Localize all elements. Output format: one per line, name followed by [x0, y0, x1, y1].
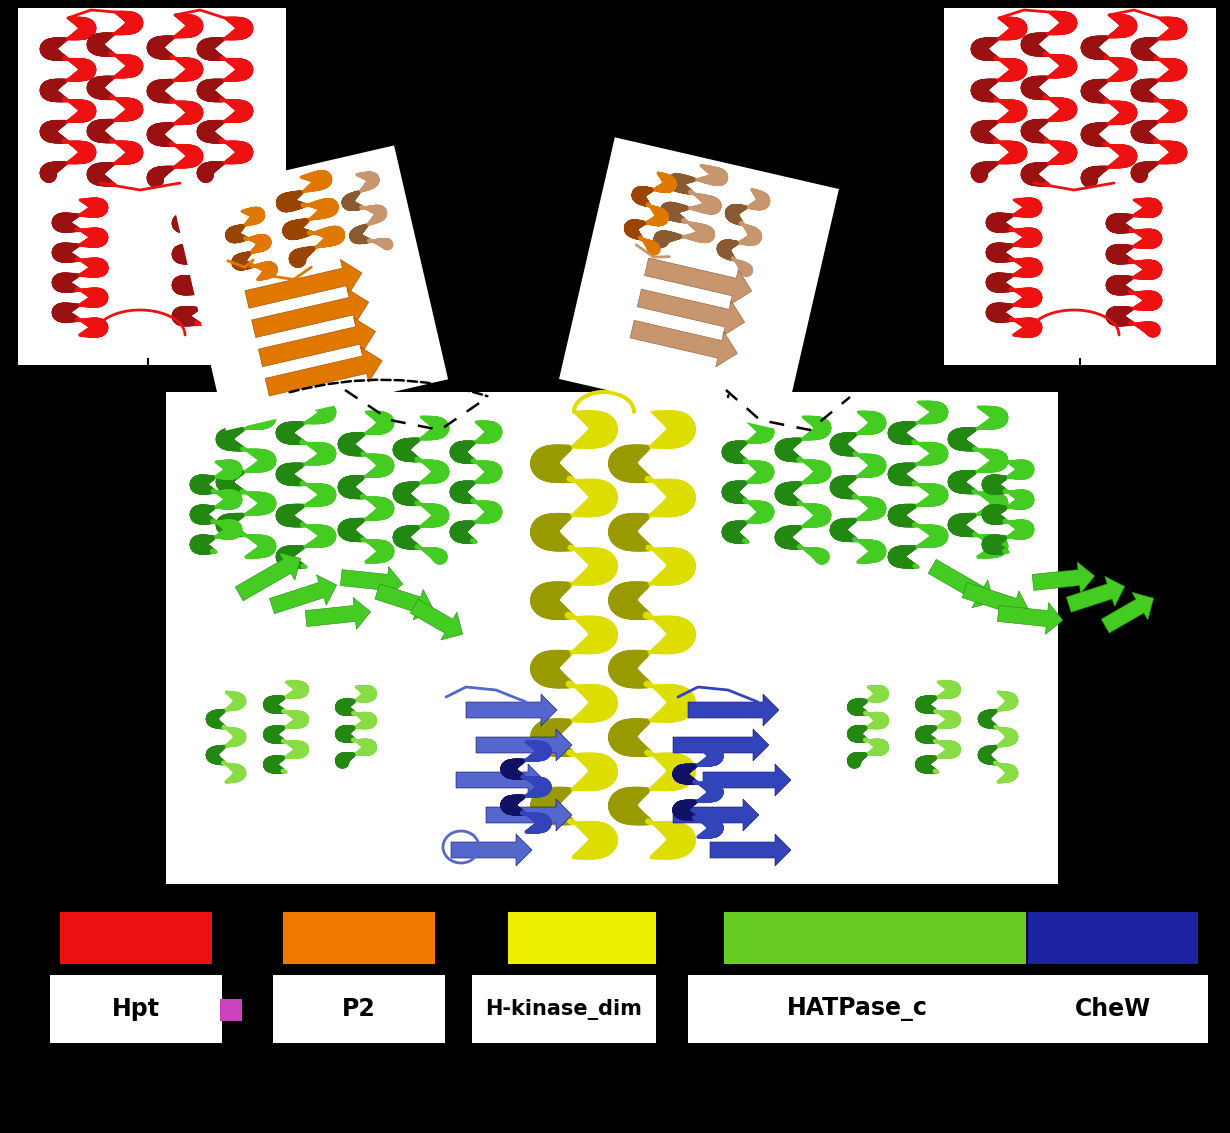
Polygon shape	[451, 834, 533, 866]
Bar	[220, 999, 242, 1021]
Polygon shape	[269, 574, 337, 614]
Polygon shape	[998, 603, 1063, 634]
Polygon shape	[637, 289, 744, 335]
Bar	[50, 976, 221, 1043]
Bar	[724, 912, 1026, 964]
Polygon shape	[962, 582, 1030, 621]
Text: CheW: CheW	[1075, 997, 1151, 1021]
Polygon shape	[1032, 562, 1095, 594]
Polygon shape	[410, 599, 462, 640]
Polygon shape	[341, 566, 403, 598]
Text: H-kinase_dim: H-kinase_dim	[486, 998, 642, 1020]
Polygon shape	[252, 289, 369, 338]
Bar	[688, 976, 1026, 1043]
Bar	[60, 912, 212, 964]
Polygon shape	[456, 764, 544, 796]
Polygon shape	[375, 583, 433, 620]
Polygon shape	[645, 258, 752, 305]
Bar	[18, 8, 287, 365]
Text: P2: P2	[342, 997, 376, 1021]
Polygon shape	[673, 729, 769, 761]
Polygon shape	[476, 729, 572, 761]
Polygon shape	[1066, 577, 1125, 612]
Polygon shape	[466, 695, 557, 726]
Polygon shape	[245, 259, 362, 308]
Bar	[172, 145, 448, 431]
Polygon shape	[1101, 593, 1154, 633]
Polygon shape	[235, 553, 300, 600]
Polygon shape	[688, 695, 779, 726]
Bar	[560, 137, 839, 431]
Polygon shape	[710, 834, 791, 866]
Bar	[508, 912, 656, 964]
Polygon shape	[305, 597, 370, 629]
Bar	[1018, 976, 1208, 1043]
Polygon shape	[266, 347, 383, 395]
Bar	[472, 976, 656, 1043]
Polygon shape	[258, 318, 375, 367]
Polygon shape	[630, 321, 737, 367]
Text: HATPase_c: HATPase_c	[786, 997, 927, 1021]
Bar	[166, 392, 1058, 884]
Polygon shape	[704, 764, 791, 796]
Polygon shape	[486, 799, 572, 830]
Polygon shape	[929, 560, 994, 607]
Text: Hpt: Hpt	[112, 997, 160, 1021]
Bar	[943, 8, 1216, 365]
Bar	[1028, 912, 1198, 964]
Bar	[283, 912, 435, 964]
Polygon shape	[673, 799, 759, 830]
Bar	[273, 976, 445, 1043]
